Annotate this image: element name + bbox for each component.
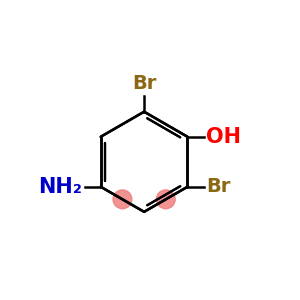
Text: Br: Br [132, 74, 156, 93]
Text: NH₂: NH₂ [38, 177, 82, 197]
Circle shape [113, 190, 132, 209]
Circle shape [156, 190, 175, 209]
Text: Br: Br [206, 177, 230, 196]
Text: OH: OH [206, 127, 241, 147]
